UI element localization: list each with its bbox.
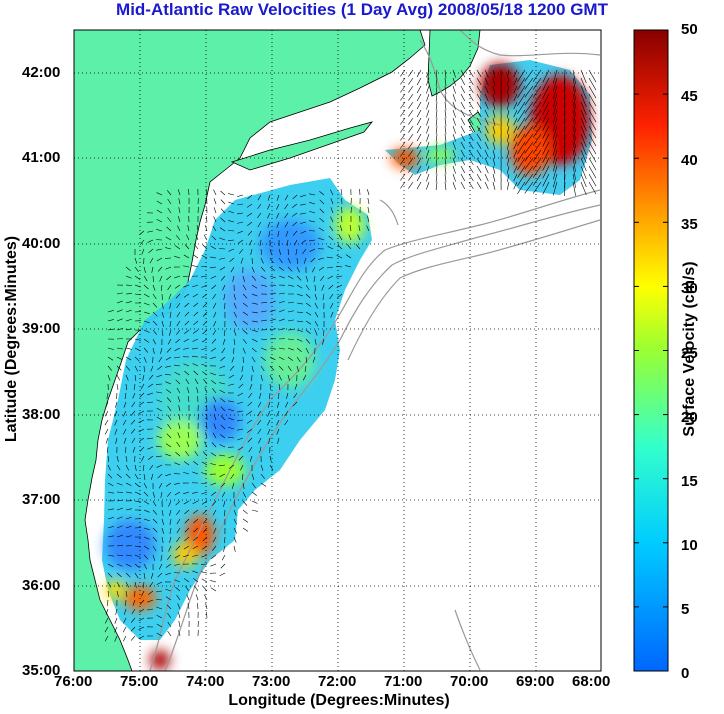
x-tick-0: 76:00 (54, 673, 93, 690)
x-tick-1: 75:00 (120, 673, 159, 690)
bathymetry-contours (149, 30, 601, 671)
grid-lines (74, 30, 601, 671)
y-tick-0: 42:00 (22, 64, 61, 81)
x-tick-7: 69:00 (516, 673, 555, 690)
y-tick-5: 37:00 (22, 491, 61, 508)
map-title: Mid-Atlantic Raw Velocities (1 Day Avg) … (116, 0, 608, 19)
cb-tick-5: 25 (681, 345, 698, 362)
cb-tick-9: 45 (681, 88, 698, 105)
velocity-vectors (104, 69, 597, 642)
y-tick-6: 36:00 (22, 577, 61, 594)
y-tick-1: 41:00 (22, 149, 61, 166)
y-axis-label: Latitude (Degrees:Minutes) (3, 235, 20, 443)
x-tick-2: 74:00 (186, 673, 225, 690)
y-tick-3: 39:00 (22, 320, 61, 337)
x-tick-6: 70:00 (450, 673, 489, 690)
colorbar (633, 29, 669, 672)
cb-tick-6: 30 (681, 280, 698, 297)
cb-tick-0: 0 (681, 665, 690, 682)
colorbar-label: Surface Velocity (cm/s) (681, 261, 698, 437)
y-tick-2: 40:00 (22, 235, 61, 252)
x-tick-4: 72:00 (318, 673, 357, 690)
cb-tick-2: 10 (681, 537, 698, 554)
x-tick-3: 73:00 (252, 673, 291, 690)
cb-tick-8: 40 (681, 152, 698, 169)
y-tick-7: 35:00 (22, 662, 61, 679)
x-tick-5: 71:00 (384, 673, 423, 690)
colorbar-ticks (634, 29, 668, 672)
y-tick-4: 38:00 (22, 406, 61, 423)
cb-tick-1: 5 (681, 601, 690, 618)
cb-tick-4: 20 (681, 409, 698, 426)
x-tick-8: 68:00 (572, 673, 611, 690)
plot-frame (73, 29, 602, 672)
cb-tick-10: 50 (681, 21, 698, 38)
cb-tick-7: 35 (681, 216, 698, 233)
cb-tick-3: 15 (681, 473, 698, 490)
x-axis-label: Longitude (Degrees:Minutes) (228, 692, 450, 709)
